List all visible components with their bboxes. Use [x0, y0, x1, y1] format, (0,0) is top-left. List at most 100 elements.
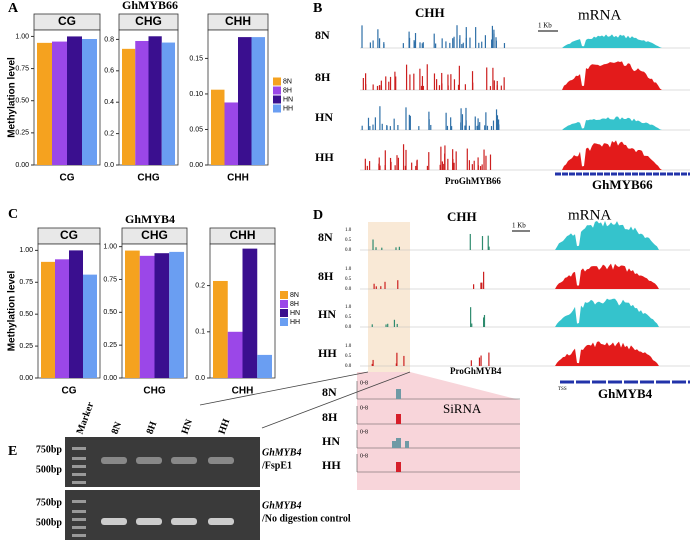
x-axis-label: CHG	[137, 173, 159, 184]
strip-label: CHH	[230, 228, 256, 242]
y-tick-label: 0.00	[19, 375, 33, 382]
legend-label: HN	[290, 310, 300, 317]
marker-band	[72, 526, 86, 529]
bar	[238, 37, 252, 165]
size-label: 500bp	[36, 517, 63, 528]
gel-band	[101, 457, 127, 464]
size-label: 500bp	[36, 464, 63, 475]
legend-swatch	[280, 291, 288, 299]
y-tick-label: 0.50	[15, 98, 29, 105]
coverage	[555, 341, 690, 366]
track-label: SiRNA	[443, 401, 482, 416]
bar	[67, 36, 82, 165]
strip-label: CHG	[141, 228, 168, 242]
x-axis-label: CG	[60, 173, 75, 184]
track-label: HN	[318, 307, 336, 321]
x-axis-label: CHH	[232, 386, 254, 397]
bar	[211, 89, 225, 165]
bar	[41, 261, 55, 378]
bar	[154, 253, 170, 378]
marker-band	[72, 447, 86, 450]
track-label: 8N	[318, 230, 333, 244]
y-axis-label: Methylation level	[7, 270, 18, 351]
strip-label: CG	[60, 228, 78, 242]
track-label: 0.5	[345, 315, 352, 320]
legend-swatch	[273, 104, 281, 113]
coverage	[562, 116, 690, 130]
gel-image	[65, 490, 260, 540]
legend-label: 8N	[283, 78, 292, 85]
track-label: HH	[318, 346, 337, 360]
track-label: 1 Kb	[512, 222, 526, 230]
track-label: 0-8	[360, 405, 368, 411]
strip-label: CHG	[135, 14, 162, 28]
strip-label: CG	[58, 14, 76, 28]
bar	[83, 274, 97, 378]
track-label: 0.0	[345, 325, 352, 330]
coverage	[555, 298, 690, 327]
gel-band	[101, 518, 127, 525]
lane-label: HH	[217, 417, 233, 436]
y-tick-label: 0.75	[19, 279, 33, 286]
marker-band	[72, 500, 86, 503]
y-tick-label: 0.05	[189, 126, 203, 133]
gel-band	[171, 518, 197, 525]
gel-note: /FspE1	[261, 460, 292, 471]
track-label: 1.0	[345, 305, 352, 310]
bar	[69, 250, 83, 378]
lane-label: 8N	[110, 420, 125, 436]
lane-label: HN	[180, 417, 196, 436]
legend-label: HH	[290, 319, 300, 326]
coverage	[555, 263, 690, 289]
strip-label: CHH	[225, 14, 251, 28]
track-label: HH	[322, 458, 341, 472]
track-label: 0.0	[345, 248, 352, 253]
legend-label: 8H	[283, 87, 292, 94]
legend-label: HN	[283, 96, 293, 103]
y-tick-label: 0.00	[189, 162, 203, 169]
bar	[139, 255, 155, 378]
y-tick-label: 1.00	[15, 33, 29, 40]
y-tick-label: 0.75	[15, 65, 29, 72]
marker-band	[72, 457, 86, 460]
coverage	[562, 34, 690, 48]
panel-label: C	[8, 207, 18, 222]
track-label: 8H	[318, 269, 334, 283]
row-title: GhMYB66	[122, 0, 178, 12]
gel-band	[208, 518, 234, 525]
sirna-peak	[392, 441, 396, 448]
track-label: CHH	[415, 5, 445, 20]
track-label: 0-8	[360, 429, 368, 435]
track-label: 0-8	[360, 380, 368, 386]
track-label: 0.5	[345, 354, 352, 359]
panel-label: E	[8, 444, 17, 459]
track-label: 0.5	[345, 238, 352, 243]
size-label: 750bp	[36, 444, 63, 455]
y-tick-label: 0.8	[104, 36, 114, 43]
legend-swatch	[273, 95, 281, 104]
y-tick-label: 0.0	[195, 375, 205, 382]
y-tick-label: 0.50	[103, 309, 117, 316]
track-label: CHH	[447, 209, 477, 224]
y-tick-label: 1.00	[19, 247, 33, 254]
sirna-peak	[396, 462, 401, 472]
x-axis-label: CHG	[143, 386, 165, 397]
y-tick-label: 0.1	[195, 329, 205, 336]
bar	[224, 102, 238, 165]
marker-band	[72, 473, 86, 476]
y-tick-label: 0.0	[104, 162, 114, 169]
track-label: 1 Kb	[538, 22, 552, 30]
y-tick-label: 0.25	[19, 343, 33, 350]
track-label: mRNA	[578, 7, 622, 23]
track-label: 1.0	[345, 344, 352, 349]
gel-band	[136, 518, 162, 525]
track-label: 0.0	[345, 364, 352, 369]
track-label: 8N	[315, 28, 330, 42]
legend-swatch	[280, 309, 288, 317]
track-label: 0-8	[360, 453, 368, 459]
gel-gene: GhMYB4	[262, 500, 301, 511]
zoom-line	[261, 371, 411, 429]
y-tick-label: 0.00	[103, 375, 117, 382]
track-label: 0.0	[345, 287, 352, 292]
